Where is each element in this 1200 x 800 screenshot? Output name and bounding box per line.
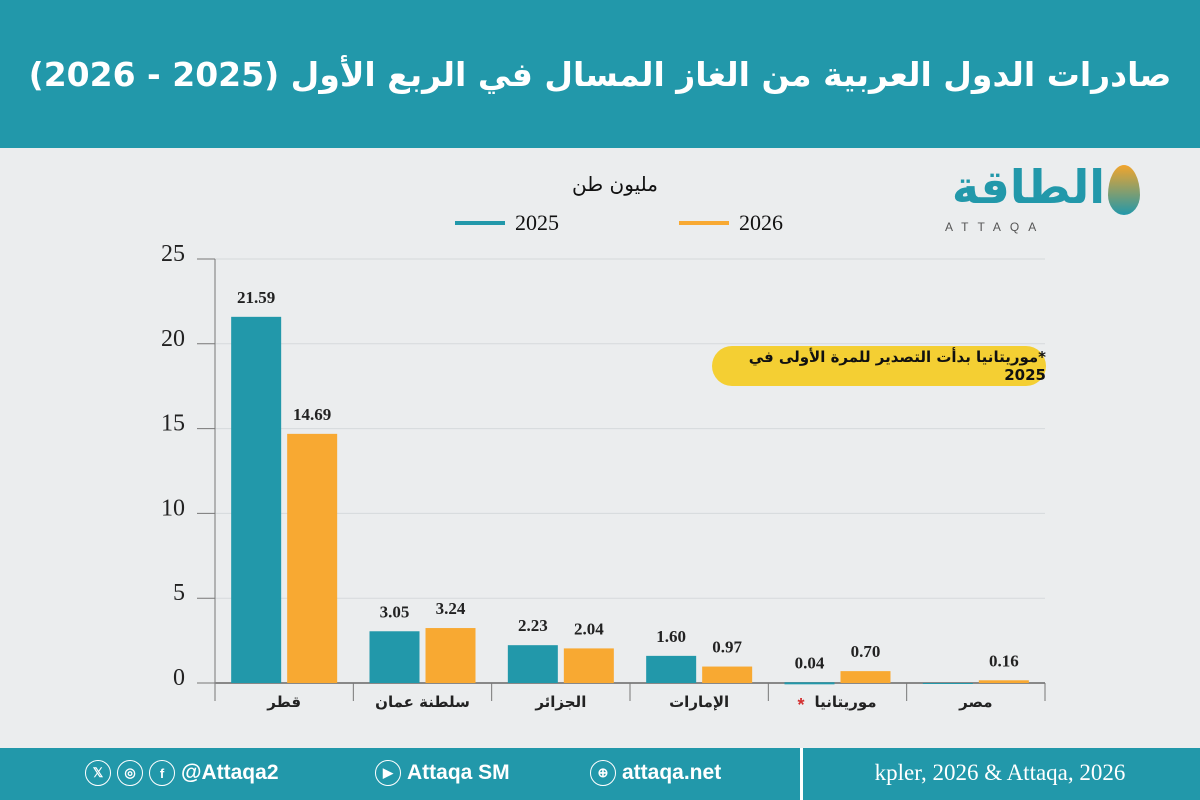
instagram-icon[interactable]: ◎ [117, 760, 143, 786]
data-label: 0.70 [851, 642, 881, 661]
bar-2025 [507, 645, 558, 683]
y-axis-unit: مليون طن [572, 172, 658, 196]
bar-2025 [369, 631, 420, 683]
bar-2026 [978, 680, 1029, 683]
x-tick-label: مصر [958, 693, 992, 711]
y-tick-label: 5 [173, 580, 185, 606]
header: صادرات الدول العربية من الغاز المسال في … [0, 0, 1200, 148]
logo-arabic: الطاقة [951, 160, 1105, 214]
data-label: 3.05 [380, 602, 410, 621]
bar-2026 [287, 433, 338, 683]
bar-2025 [231, 316, 282, 683]
x-tick-label: قطر [266, 693, 301, 711]
drop-icon [1108, 165, 1140, 215]
page-title: صادرات الدول العربية من الغاز المسال في … [28, 54, 1172, 94]
bar-2026 [840, 671, 891, 683]
source-text: kpler, 2026 & Attaqa, 2026 [874, 760, 1126, 785]
bar-2025 [922, 683, 973, 684]
data-label: 0.04 [795, 653, 825, 672]
bar-2025 [784, 682, 835, 685]
legend-item-2025: 2025 [455, 210, 559, 236]
legend: 2025 2026 [455, 210, 783, 236]
youtube-channel[interactable]: Attaqa SM [407, 761, 510, 784]
social-handle[interactable]: @Attaqa2 [181, 761, 279, 784]
website-link[interactable]: attaqa.net [622, 761, 722, 784]
legend-item-2026: 2026 [679, 210, 783, 236]
data-label: 21.59 [237, 288, 275, 307]
facebook-icon[interactable]: f [149, 760, 175, 786]
data-label: 2.23 [518, 616, 548, 635]
x-icon[interactable]: 𝕏 [85, 760, 111, 786]
data-label: 3.24 [436, 599, 466, 618]
asterisk: * [798, 695, 805, 715]
web-icon[interactable]: ⊕ [590, 760, 616, 786]
x-tick-label: الإمارات [669, 693, 729, 711]
data-label: 2.04 [574, 619, 604, 638]
y-tick-label: 20 [161, 326, 185, 352]
x-tick-label: الجزائر [534, 693, 586, 711]
logo-latin: ATTAQA [945, 220, 1046, 234]
y-tick-label: 0 [173, 665, 185, 691]
data-label: 0.16 [989, 651, 1019, 670]
bar-2026 [563, 648, 614, 683]
footer: 𝕏 ◎ f @Attaqa2 ▶ Attaqa SM ⊕ attaqa.net … [0, 748, 1200, 800]
legend-label: 2026 [739, 210, 783, 235]
y-tick-label: 25 [161, 241, 185, 267]
footer-divider [800, 748, 803, 800]
x-tick-label: سلطنة عمان [375, 693, 470, 711]
y-tick-label: 15 [161, 411, 185, 437]
x-tick-label: موريتانيا [814, 693, 876, 711]
bar-chart: 0 5 10 15 20 25 قطر 21.59 14.69 سلطنة عمان 3.05 3.2… [161, 241, 1046, 715]
attaqa-logo: الطاقة ATTAQA [935, 160, 1145, 240]
data-label: 1.60 [656, 627, 686, 646]
bar-2026 [425, 628, 476, 683]
legend-swatch [679, 221, 729, 225]
data-label: 0.97 [712, 638, 742, 657]
data-label: 14.69 [293, 405, 331, 424]
legend-swatch [455, 221, 505, 225]
bar-2026 [702, 666, 753, 683]
legend-label: 2025 [515, 210, 559, 235]
bar-2025 [646, 655, 697, 683]
youtube-icon[interactable]: ▶ [375, 760, 401, 786]
mauritania-note: *موريتانيا بدأت التصدير للمرة الأولى في … [712, 346, 1046, 386]
y-tick-label: 10 [161, 495, 185, 521]
